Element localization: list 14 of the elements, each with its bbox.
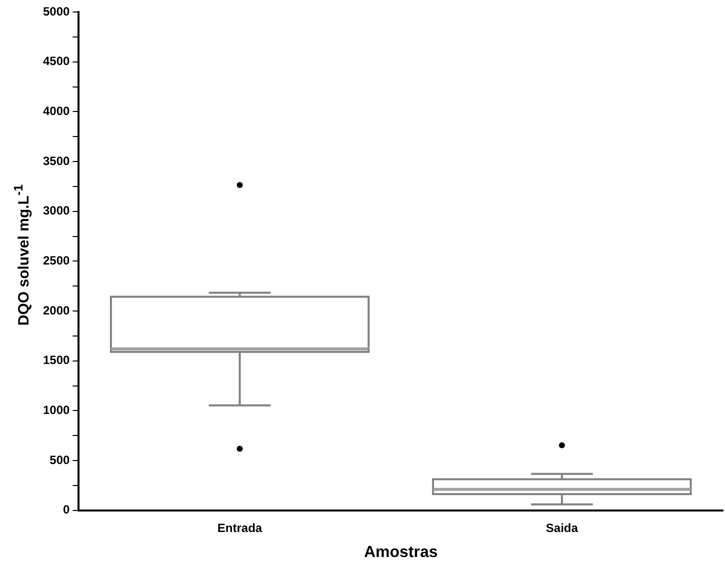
y-tick-label: 2500 [42,254,70,268]
y-tick-label: 3500 [42,154,70,168]
y-tick-label: 5000 [42,4,70,18]
y-tick-label: 3000 [42,204,70,218]
x-axis-title: Amostras [364,544,438,561]
x-tick-label: Saida [546,520,578,535]
y-tick-label: 2000 [42,303,70,318]
y-tick-label: 1000 [42,403,70,418]
x-tick-label: Entrada [217,520,262,535]
y-tick-label: 1500 [42,353,70,368]
y-tick-label: 0 [63,502,70,517]
y-tick-label: 4500 [42,54,70,68]
y-tick-label: 500 [50,452,70,467]
y-tick-label: 4000 [42,104,70,118]
